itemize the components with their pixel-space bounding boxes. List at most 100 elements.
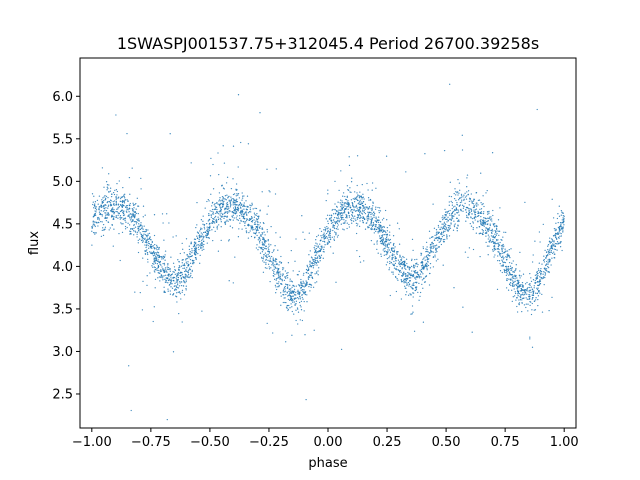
data-point: [548, 309, 550, 312]
data-point: [202, 235, 204, 237]
data-point: [232, 211, 235, 214]
data-point: [428, 230, 431, 232]
data-point: [297, 308, 299, 310]
data-point: [176, 273, 178, 275]
data-point: [295, 238, 297, 240]
data-point: [362, 193, 364, 195]
data-point: [426, 250, 428, 253]
data-point: [372, 201, 374, 203]
data-point: [434, 234, 436, 237]
data-point: [91, 230, 93, 232]
data-point: [404, 278, 406, 280]
data-point: [338, 221, 340, 223]
data-point: [337, 234, 339, 237]
data-point: [544, 274, 546, 276]
data-point: [473, 205, 475, 207]
data-point: [315, 239, 317, 241]
data-point: [105, 181, 108, 183]
data-point: [466, 177, 468, 179]
data-point: [415, 287, 417, 289]
data-point: [359, 199, 361, 201]
data-point: [477, 215, 480, 217]
data-point: [382, 234, 384, 236]
data-point: [286, 305, 288, 307]
data-point: [408, 285, 410, 287]
data-point: [241, 192, 243, 194]
data-point: [532, 296, 534, 299]
data-point: [242, 195, 244, 197]
data-point: [545, 264, 547, 266]
data-point: [145, 230, 147, 232]
data-point: [142, 216, 144, 218]
data-point: [137, 205, 139, 207]
data-point: [98, 219, 101, 221]
data-point: [217, 250, 220, 252]
data-point: [482, 229, 484, 232]
data-point: [373, 228, 376, 231]
data-point: [489, 240, 491, 242]
data-point: [293, 301, 296, 303]
data-point: [558, 230, 560, 232]
data-point: [203, 228, 206, 230]
data-point: [327, 230, 329, 232]
data-point: [348, 216, 351, 218]
data-point: [534, 240, 536, 242]
data-point: [405, 294, 407, 296]
data-point: [100, 205, 102, 208]
data-point: [147, 253, 149, 256]
data-point: [153, 266, 156, 268]
data-point: [216, 228, 218, 230]
data-point: [218, 213, 220, 215]
data-point: [312, 265, 315, 267]
data-point: [169, 274, 172, 277]
data-point: [377, 220, 379, 222]
data-point: [319, 249, 322, 251]
data-point: [152, 320, 154, 323]
data-point: [543, 267, 545, 270]
data-point: [260, 235, 263, 237]
data-point: [423, 281, 426, 283]
data-point: [481, 224, 483, 226]
data-point: [208, 237, 210, 239]
data-point: [398, 262, 400, 264]
data-point: [95, 207, 97, 209]
data-point: [532, 294, 535, 297]
data-point: [305, 283, 307, 285]
data-point: [372, 205, 374, 207]
data-point: [412, 273, 415, 276]
data-point: [335, 233, 337, 235]
data-point: [143, 230, 145, 233]
data-point: [483, 222, 485, 225]
data-point: [280, 261, 283, 264]
data-point: [313, 259, 315, 261]
data-point: [435, 244, 438, 246]
data-point: [544, 249, 546, 252]
data-point: [393, 250, 395, 253]
data-point: [359, 211, 361, 213]
data-point: [133, 227, 135, 230]
data-point: [275, 288, 278, 291]
data-point: [367, 220, 369, 222]
data-point: [406, 275, 408, 277]
data-point: [232, 219, 234, 221]
data-point: [163, 264, 166, 266]
data-point: [195, 247, 197, 249]
data-point: [547, 244, 550, 246]
data-point: [488, 240, 490, 243]
data-point: [354, 197, 356, 199]
data-point: [108, 200, 110, 203]
data-point: [234, 212, 236, 214]
data-point: [245, 213, 248, 215]
data-point: [359, 191, 361, 193]
data-point: [471, 217, 474, 220]
data-point: [499, 270, 502, 272]
data-point: [342, 192, 345, 194]
data-point: [551, 198, 553, 200]
data-point: [373, 223, 375, 225]
data-point: [335, 281, 337, 283]
data-point: [411, 313, 413, 315]
data-point: [357, 194, 359, 197]
data-point: [129, 219, 132, 221]
data-point: [237, 209, 239, 211]
data-point: [185, 287, 187, 290]
